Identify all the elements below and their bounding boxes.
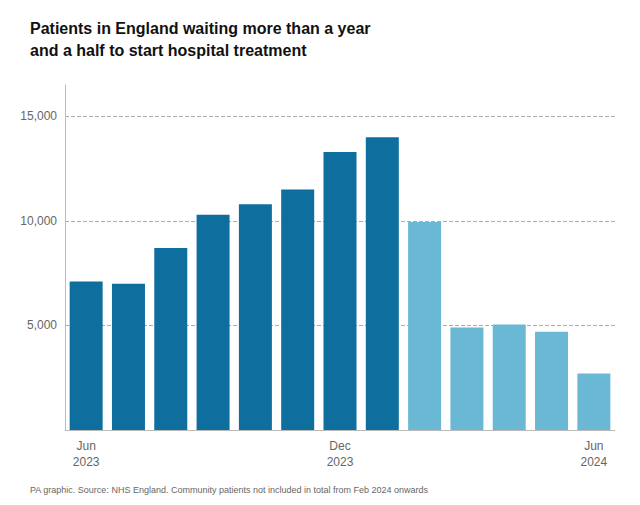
svg-text:2023: 2023 [73, 455, 100, 469]
svg-text:2023: 2023 [327, 455, 354, 469]
svg-text:and a half to start hospital t: and a half to start hospital treatment [30, 42, 307, 59]
svg-text:2024: 2024 [580, 455, 607, 469]
svg-text:10,000: 10,000 [20, 214, 57, 228]
svg-text:Jun: Jun [76, 439, 95, 453]
svg-text:PA graphic. Source: NHS Englan: PA graphic. Source: NHS England. Communi… [30, 485, 429, 495]
svg-text:Patients in England waiting mo: Patients in England waiting more than a … [30, 20, 371, 37]
svg-text:Dec: Dec [329, 439, 350, 453]
svg-text:15,000: 15,000 [20, 109, 57, 123]
svg-text:5,000: 5,000 [27, 318, 57, 332]
svg-text:Jun: Jun [584, 439, 603, 453]
